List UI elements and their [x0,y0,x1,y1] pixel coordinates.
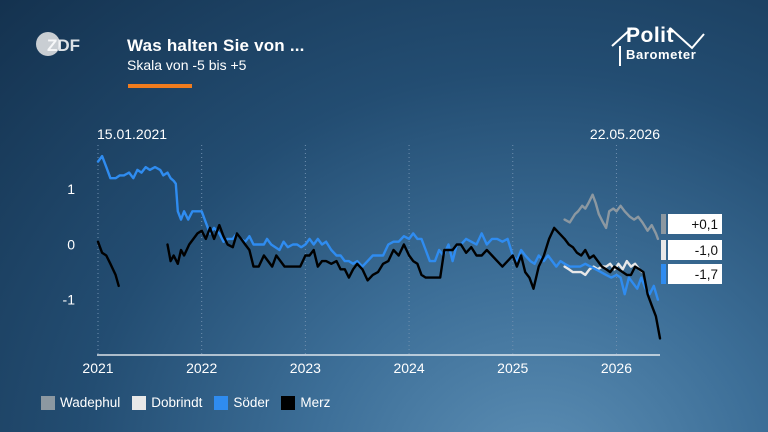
legend-swatch [281,395,296,410]
end-label-text: +0,1 [691,217,718,232]
zdf-logo-text: ZDF [47,36,80,55]
x-tick-label: 2026 [601,360,632,376]
legend-item-merz: Merz [281,395,330,410]
legend-swatch [214,395,229,410]
y-tick-label: 1 [67,181,75,197]
politbarometer-logo-top: Polit [626,24,674,47]
legend-label: Merz [300,395,331,410]
series-line-merz-1 [96,240,120,288]
end-label-sder: -1,7 [661,264,722,284]
end-label-text: -1,7 [695,267,718,282]
zdf-logo: ZDF [36,32,80,56]
grid-lines [97,145,617,355]
series-line-merz-2 [166,223,662,340]
chart-title: Was halten Sie von ... [127,36,305,55]
x-tick-label: 2022 [186,360,217,376]
x-tick-label: 2021 [82,360,113,376]
legend-label: Söder [233,395,270,410]
legend: Wadephul Dobrindt Söder Merz [41,395,330,410]
legend-item-wadephul: Wadephul [41,395,120,410]
end-label-text: -1,0 [695,243,718,258]
series-line-wadephul [563,193,660,241]
legend-swatch [132,395,147,410]
end-labels: +0,1 -1,0 -1,7 [661,214,722,284]
legend-item-dobrindt: Dobrindt [132,395,202,410]
politbarometer-logo-icon [611,27,705,66]
date-start: 15.01.2021 [97,126,168,142]
y-tick-label: 0 [67,236,75,252]
legend-label: Wadephul [60,395,121,410]
x-axis-ticks: 2021 2022 2023 2024 2025 2026 [82,360,632,376]
date-end: 22.05.2026 [589,126,660,142]
x-tick-label: 2024 [393,360,424,376]
legend-label: Dobrindt [151,395,203,410]
title-accent-bar [128,84,192,88]
legend-item-sder: Söder [214,395,269,410]
x-tick-label: 2025 [497,360,528,376]
chart-subtitle: Skala von -5 bis +5 [127,57,247,73]
y-axis-ticks: 1 0 -1 [63,181,76,308]
end-label-dobrindt: -1,0 [661,240,722,260]
politbarometer-logo-bottom: Barometer [626,47,697,62]
series-lines [96,154,662,340]
legend-swatch [41,395,55,410]
y-tick-label: -1 [63,292,76,308]
end-label-wadephul: +0,1 [661,214,722,234]
series-line-sder [96,154,660,301]
x-tick-label: 2023 [290,360,321,376]
